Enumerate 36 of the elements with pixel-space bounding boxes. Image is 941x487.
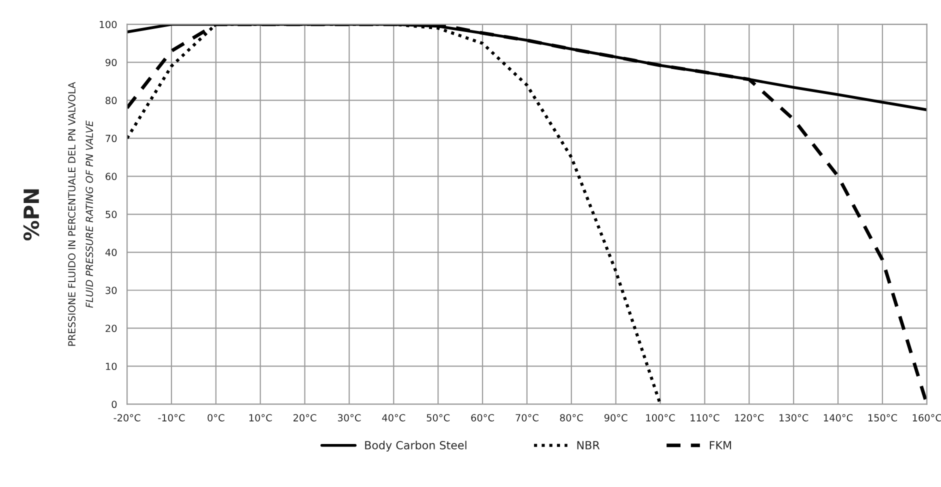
y-tick-label: 0 — [112, 400, 117, 408]
y-tick-label: 60 — [106, 172, 117, 180]
y-tick-label: 50 — [106, 210, 117, 218]
x-tick-label: 130°C — [780, 414, 808, 422]
y-tick-label: 90 — [106, 58, 117, 66]
y-tick-label: 30 — [106, 286, 117, 294]
text: PRESSIONE FLUIDO IN PERCENTUALE DEL PN VALVOLA — [68, 82, 76, 346]
x-tick-label: -10°C — [158, 414, 185, 422]
legend-label: FKM — [710, 441, 731, 450]
x-tick-label: 10°C — [249, 414, 272, 422]
y-tick-label: 70 — [106, 134, 117, 142]
x-tick-label: 0°C — [208, 414, 224, 422]
y-axis-title: %PN — [23, 189, 40, 240]
legend-label: NBR — [577, 441, 600, 450]
y-tick-label: 100 — [100, 20, 117, 28]
x-tick-label: 30°C — [338, 414, 361, 422]
x-tick-label: 70°C — [516, 414, 538, 422]
x-tick-label: 160°C — [912, 414, 941, 422]
x-tick-label: 40°C — [382, 414, 406, 422]
x-tick-label: 20°C — [293, 414, 316, 422]
x-tick-label: 90°C — [604, 414, 628, 422]
x-tick-label: -20°C — [114, 414, 140, 422]
x-tick-label: 140°C — [824, 414, 853, 422]
text: FLUID PRESSURE RATING OF PN VALVE — [86, 120, 94, 308]
x-tick-label: 120°C — [735, 414, 764, 422]
x-tick-label: 60°C — [471, 414, 494, 422]
x-tick-label: 110°C — [690, 414, 720, 422]
x-tick-label: 50°C — [426, 414, 450, 422]
x-tick-label: 80°C — [560, 414, 583, 422]
x-tick-label: 150°C — [868, 414, 898, 422]
x-tick-label: 100°C — [646, 414, 675, 422]
legend-label: Body Carbon Steel — [365, 440, 466, 452]
y-tick-label: 40 — [105, 248, 117, 256]
y-tick-label: 80 — [106, 96, 117, 104]
y-tick-label: 20 — [106, 324, 117, 332]
y-tick-label: 10 — [106, 362, 117, 370]
